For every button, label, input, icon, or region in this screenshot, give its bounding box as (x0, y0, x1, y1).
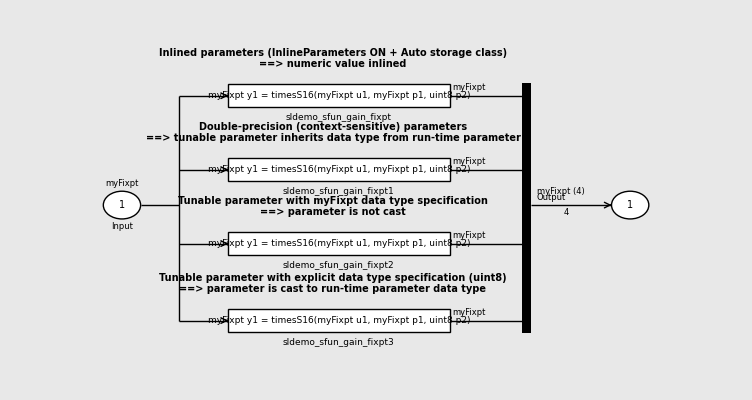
Text: myFixpt (4): myFixpt (4) (537, 187, 584, 196)
Text: myFixpt: myFixpt (452, 231, 485, 240)
Text: 4: 4 (563, 208, 569, 217)
Text: ==> numeric value inlined: ==> numeric value inlined (259, 59, 407, 69)
Text: myFixpt: myFixpt (452, 157, 485, 166)
Text: Tunable parameter with explicit data type specification (uint8): Tunable parameter with explicit data typ… (159, 273, 507, 283)
Bar (228, 84, 450, 107)
Bar (523, 84, 531, 333)
Ellipse shape (611, 191, 649, 219)
Text: ==> parameter is not cast: ==> parameter is not cast (260, 207, 406, 217)
Text: Input: Input (111, 222, 133, 231)
Text: 1: 1 (627, 200, 633, 210)
Text: sldemo_sfun_gain_fixpt2: sldemo_sfun_gain_fixpt2 (283, 261, 395, 270)
Bar (228, 232, 450, 255)
Text: Output: Output (537, 193, 566, 202)
Text: 1: 1 (119, 200, 125, 210)
Bar (228, 158, 450, 181)
Text: myFixpt y1 = timesS16(myFixpt u1, myFixpt p1, uint8 p2): myFixpt y1 = timesS16(myFixpt u1, myFixp… (208, 91, 470, 100)
Ellipse shape (103, 191, 141, 219)
Text: ==> parameter is cast to run-time parameter data type: ==> parameter is cast to run-time parame… (180, 284, 487, 294)
Text: sldemo_sfun_gain_fixpt1: sldemo_sfun_gain_fixpt1 (283, 187, 395, 196)
Text: myFixpt y1 = timesS16(myFixpt u1, myFixpt p1, uint8 p2): myFixpt y1 = timesS16(myFixpt u1, myFixp… (208, 239, 470, 248)
Text: myFixpt: myFixpt (105, 179, 138, 188)
Text: Double-precision (context-sensitive) parameters: Double-precision (context-sensitive) par… (199, 122, 467, 132)
Text: myFixpt y1 = timesS16(myFixpt u1, myFixpt p1, uint8 p2): myFixpt y1 = timesS16(myFixpt u1, myFixp… (208, 316, 470, 325)
Text: myFixpt: myFixpt (452, 83, 485, 92)
Text: sldemo_sfun_gain_fixpt: sldemo_sfun_gain_fixpt (286, 113, 392, 122)
Text: ==> tunable parameter inherits data type from run-time parameter: ==> tunable parameter inherits data type… (145, 133, 520, 143)
Text: Tunable parameter with myFixpt data type specification: Tunable parameter with myFixpt data type… (178, 196, 488, 206)
Bar (228, 309, 450, 332)
Text: Inlined parameters (InlineParameters ON + Auto storage class): Inlined parameters (InlineParameters ON … (159, 48, 507, 58)
Text: myFixpt y1 = timesS16(myFixpt u1, myFixpt p1, uint8 p2): myFixpt y1 = timesS16(myFixpt u1, myFixp… (208, 165, 470, 174)
Text: sldemo_sfun_gain_fixpt3: sldemo_sfun_gain_fixpt3 (283, 338, 395, 347)
Text: myFixpt: myFixpt (452, 308, 485, 317)
